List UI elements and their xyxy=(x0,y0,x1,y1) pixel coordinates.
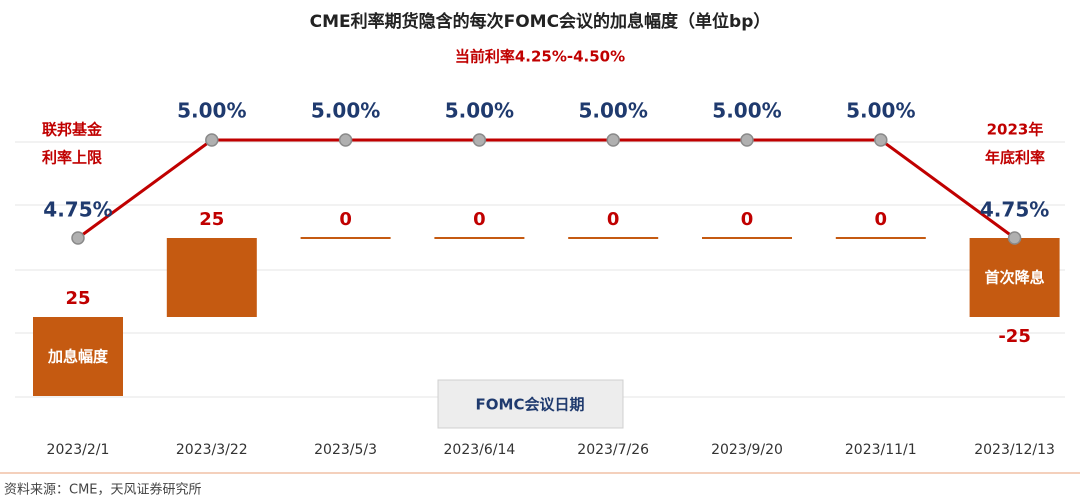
bar xyxy=(434,237,525,239)
data-label: 5.00% xyxy=(177,99,246,123)
x-tick-label: 2023/6/14 xyxy=(444,442,516,458)
annotation: 年底利率 xyxy=(985,149,1045,167)
x-tick-label: 2023/3/22 xyxy=(176,442,248,458)
x-label-box xyxy=(437,379,624,429)
x-tick-label: 2023/12/13 xyxy=(974,442,1055,458)
data-label: 25 xyxy=(199,209,224,230)
line xyxy=(77,138,1016,240)
data-label: 4.75% xyxy=(43,198,112,222)
x-tick-label: 2023/7/26 xyxy=(577,442,649,458)
point xyxy=(71,231,85,245)
bar xyxy=(702,237,792,239)
x-axis-label: FOMC会议日期 xyxy=(476,396,585,414)
point xyxy=(472,133,487,147)
annotation: 联邦基金 xyxy=(42,121,103,139)
bar xyxy=(835,237,926,239)
bar xyxy=(300,237,391,239)
x-tick-label: 2023/9/20 xyxy=(711,442,783,458)
x-tick-label: 2023/2/1 xyxy=(47,442,110,458)
x-tick-label: 2023/11/1 xyxy=(845,442,917,458)
x-tick-label: 2023/5/3 xyxy=(314,442,377,458)
data-label: 25 xyxy=(65,288,90,309)
bar xyxy=(969,238,1060,317)
bar-note: 首次降息 xyxy=(985,269,1045,287)
point xyxy=(338,133,353,147)
data-label: 0 xyxy=(607,209,620,230)
bar-note: 加息幅度 xyxy=(47,348,109,366)
point xyxy=(1007,231,1022,245)
data-label: 0 xyxy=(473,209,486,230)
bar xyxy=(568,237,659,239)
annotation: 利率上限 xyxy=(42,149,102,167)
bar xyxy=(33,317,123,396)
data-label: 0 xyxy=(741,209,754,230)
chart-subtitle: 当前利率4.25%-4.50% xyxy=(455,48,625,66)
point xyxy=(205,133,219,147)
point xyxy=(740,133,754,147)
data-label: -25 xyxy=(998,326,1031,347)
source-note: 资料来源：CME，天风证券研究所 xyxy=(4,482,202,498)
data-label: 5.00% xyxy=(445,99,514,123)
point xyxy=(606,133,620,147)
data-label: 0 xyxy=(339,209,352,230)
chart-title: CME利率期货隐含的每次FOMC会议的加息幅度（单位bp） xyxy=(310,11,771,32)
point xyxy=(874,133,888,147)
annotation: 2023年 xyxy=(987,121,1044,139)
data-label: 5.00% xyxy=(712,99,781,123)
data-label: 4.75% xyxy=(980,198,1049,222)
data-label: 0 xyxy=(875,209,888,230)
data-label: 5.00% xyxy=(311,99,380,123)
data-label: 5.00% xyxy=(846,99,915,123)
bar xyxy=(166,238,257,317)
data-label: 5.00% xyxy=(579,99,648,123)
